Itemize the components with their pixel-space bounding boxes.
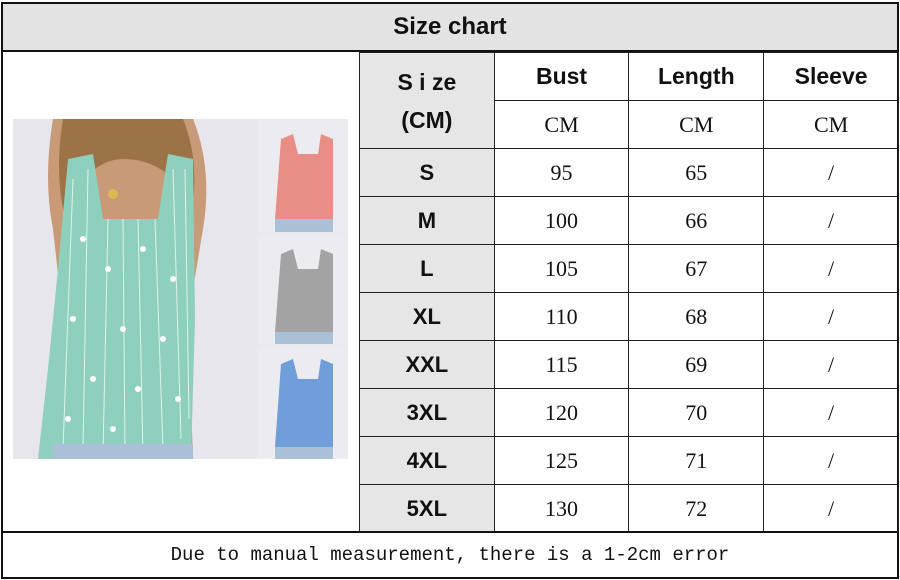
size-cell: S — [359, 148, 495, 197]
table-row: 3XL 120 70/ — [359, 388, 899, 437]
variant-gray — [258, 234, 348, 344]
bust-cell: 120 — [493, 388, 630, 437]
sleeve-cell: / — [763, 244, 899, 293]
table-row: 4XL 125 71/ — [359, 436, 899, 485]
size-cell: 4XL — [359, 436, 495, 485]
size-cell: XL — [359, 292, 495, 341]
table-row: 5XL 130 72/ — [359, 484, 899, 533]
sleeve-cell: / — [763, 388, 899, 437]
sleeve-header: Sleeve — [763, 52, 899, 101]
sleeve-cell: / — [763, 340, 899, 389]
sleeve-cell: / — [763, 196, 899, 245]
bust-cell: 100 — [493, 196, 630, 245]
table-row: L 105 67/ — [359, 244, 899, 293]
size-header-label: S i ze — [397, 68, 457, 95]
table-row: M 100 66/ — [359, 196, 899, 245]
bust-cell: 130 — [493, 484, 630, 533]
table-header-row: S i ze (CM) Bust Length Sleeve — [359, 52, 899, 149]
chart-title: Size chart — [3, 4, 897, 52]
sleeve-unit: CM — [763, 100, 899, 149]
table-row: XXL 115 69/ — [359, 340, 899, 389]
size-table: S i ze (CM) Bust Length Sleeve CM CM CM … — [359, 52, 899, 533]
variant-pink — [258, 119, 348, 232]
bust-cell: 105 — [493, 244, 630, 293]
length-cell: 65 — [628, 148, 765, 197]
product-image — [13, 119, 348, 459]
sleeve-cell: / — [763, 292, 899, 341]
size-cell: 3XL — [359, 388, 495, 437]
bust-header: Bust — [493, 52, 630, 101]
table-row: S 95 65/ — [359, 148, 899, 197]
length-cell: 72 — [628, 484, 765, 533]
measurement-note: Due to manual measurement, there is a 1-… — [3, 531, 897, 577]
size-cell: 5XL — [359, 484, 495, 533]
bust-cell: 110 — [493, 292, 630, 341]
size-cell: M — [359, 196, 495, 245]
bust-cell: 125 — [493, 436, 630, 485]
units-row: CM CM CM — [360, 100, 899, 149]
size-header-unit: (CM) — [401, 106, 453, 133]
bust-cell: 95 — [493, 148, 630, 197]
length-unit: CM — [628, 100, 765, 149]
size-header: S i ze (CM) — [359, 52, 495, 149]
length-cell: 66 — [628, 196, 765, 245]
length-cell: 71 — [628, 436, 765, 485]
size-cell: XXL — [359, 340, 495, 389]
sleeve-cell: / — [763, 148, 899, 197]
sleeve-cell: / — [763, 436, 899, 485]
bust-unit: CM — [493, 100, 630, 149]
variant-blue — [258, 346, 348, 459]
length-cell: 67 — [628, 244, 765, 293]
sleeve-cell: / — [763, 484, 899, 533]
length-cell: 68 — [628, 292, 765, 341]
length-cell: 70 — [628, 388, 765, 437]
table-row: XL 110 68/ — [359, 292, 899, 341]
length-cell: 69 — [628, 340, 765, 389]
product-photos — [13, 119, 348, 459]
bust-cell: 115 — [493, 340, 630, 389]
size-cell: L — [359, 244, 495, 293]
length-header: Length — [628, 52, 765, 101]
